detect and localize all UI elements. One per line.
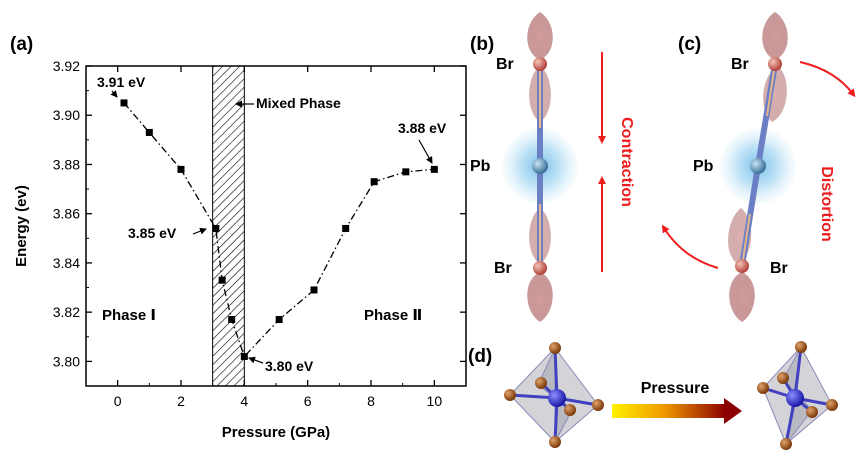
y-axis: 3.80 3.82 3.84 3.86 3.88 3.90 3.92 [53, 58, 466, 369]
annotation-3-85: 3.85 eV [128, 225, 177, 241]
y-tick-label: 3.82 [53, 304, 80, 320]
y-tick-label: 3.86 [53, 206, 80, 222]
pressure-label: Pressure [641, 380, 710, 397]
energy-pressure-chart: (a) 3.80 3.82 3.84 3.86 3.88 3.90 3.92 0 2 4 6 8 10… [10, 34, 467, 441]
br-pb-bond-top-c-highlight [766, 63, 776, 117]
octahedron-before [504, 342, 604, 448]
panel-b-diagram: (b) Br Pb Br Contraction [470, 12, 635, 322]
mixed-phase-label: Mixed Phase [256, 95, 341, 111]
x-tick-label: 0 [114, 393, 122, 409]
data-point [228, 316, 236, 324]
annotation-3-88: 3.88 eV [398, 120, 447, 136]
data-point [120, 99, 128, 107]
data-point [402, 168, 410, 176]
pb-label: Pb [470, 158, 491, 175]
annotation-3-91-pointer [110, 90, 118, 98]
y-tick-label: 3.90 [53, 107, 80, 123]
data-point [430, 165, 438, 173]
data-point [275, 316, 283, 324]
ligand-before-left [504, 389, 516, 401]
data-point [310, 286, 318, 294]
panel-a-label: (a) [10, 34, 33, 55]
data-point [240, 352, 248, 360]
panel-c-diagram: (c) Br Pb Br Distortion [661, 12, 856, 322]
ligand-before-top [549, 342, 561, 354]
br-atom-top [533, 57, 547, 71]
annotation-3-85-pointer [192, 227, 207, 235]
panel-d-diagram: (d) Pressure [468, 341, 838, 450]
annotation-3-91: 3.91 eV [97, 74, 146, 90]
pb-atom [532, 158, 548, 174]
ligand-before-front [564, 404, 576, 416]
ligand-after-left [757, 382, 769, 394]
pb-label-c: Pb [693, 158, 714, 175]
data-point [177, 165, 185, 173]
data-point [370, 178, 378, 186]
contraction-label: Contraction [618, 117, 635, 207]
ligand-after-bottom [780, 438, 792, 450]
center-atom-before [548, 389, 566, 407]
orbital-lobe-bottom-outer [527, 272, 553, 322]
ligand-after-right [826, 399, 838, 411]
ligand-before-bottom [549, 436, 561, 448]
ligand-after-back [777, 372, 789, 384]
ligand-after-front [806, 406, 818, 418]
x-tick-label: 6 [304, 393, 312, 409]
octahedron-after [757, 341, 838, 450]
pressure-arrow-shaft [612, 404, 726, 418]
center-atom-after [786, 389, 804, 407]
y-tick-label: 3.80 [53, 353, 80, 369]
x-tick-label: 4 [240, 393, 248, 409]
x-axis: 0 2 4 6 8 10 [114, 66, 443, 409]
data-point [145, 128, 153, 136]
br-label-top-c: Br [731, 56, 749, 73]
data-markers [120, 99, 438, 360]
x-tick-label: 2 [177, 393, 185, 409]
data-point [342, 224, 350, 232]
br-label-top: Br [496, 56, 514, 73]
br-label-bottom-c: Br [770, 260, 788, 277]
phase-2-label: Phase Ⅱ [364, 307, 422, 324]
br-label-bottom: Br [494, 260, 512, 277]
orbital-lobe-bottom-outer-c [729, 272, 755, 322]
distortion-label: Distortion [818, 166, 835, 242]
panel-d-label: (d) [468, 346, 492, 367]
ligand-after-top [795, 341, 807, 353]
ligand-before-back [535, 377, 547, 389]
data-point [218, 276, 226, 284]
br-atom-bottom-c [735, 259, 749, 273]
orbital-lobe-top-outer [527, 12, 553, 60]
y-axis-label: Energy (ev) [13, 185, 30, 267]
x-tick-label: 10 [427, 393, 443, 409]
panel-b-label: (b) [470, 34, 494, 55]
x-axis-label: Pressure (GPa) [222, 424, 330, 441]
phase-1-label: Phase Ⅰ [102, 307, 156, 324]
pb-atom-c [750, 158, 766, 174]
annotation-3-80: 3.80 eV [265, 358, 314, 374]
br-atom-top-c [768, 57, 782, 71]
panel-c-label: (c) [678, 34, 701, 55]
annotation-3-88-pointer [418, 139, 433, 164]
pressure-arrow-head [724, 398, 742, 424]
distortion-arrow-top [799, 61, 856, 98]
y-tick-label: 3.92 [53, 58, 80, 74]
data-point [212, 224, 220, 232]
orbital-lobe-top-outer-c [762, 12, 788, 60]
x-tick-label: 8 [367, 393, 375, 409]
annotation-3-80-pointer [248, 356, 264, 364]
pb-br-bond-bottom-c-highlight [741, 213, 751, 267]
y-tick-label: 3.84 [53, 255, 80, 271]
y-tick-label: 3.88 [53, 156, 80, 172]
distortion-arrow-bottom [661, 224, 719, 269]
br-atom-bottom [533, 261, 547, 275]
ligand-before-right [592, 399, 604, 411]
